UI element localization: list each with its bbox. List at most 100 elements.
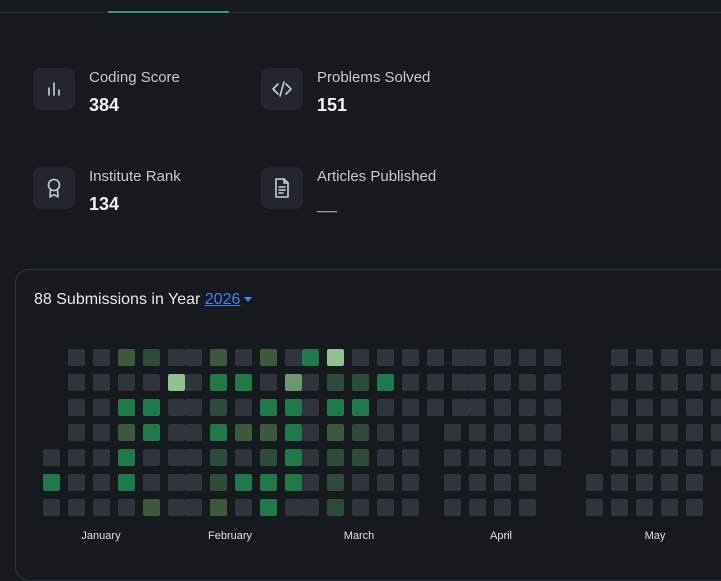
heatmap-cell[interactable] bbox=[519, 424, 536, 441]
heatmap-cell[interactable] bbox=[143, 399, 160, 416]
heatmap-cell[interactable] bbox=[377, 424, 394, 441]
chevron-down-icon[interactable] bbox=[244, 297, 253, 303]
heatmap-cell[interactable] bbox=[302, 399, 319, 416]
heatmap-cell[interactable] bbox=[661, 474, 678, 491]
heatmap-cell[interactable] bbox=[377, 349, 394, 366]
heatmap-cell[interactable] bbox=[686, 349, 703, 366]
heatmap-cell[interactable] bbox=[260, 399, 277, 416]
heatmap-cell[interactable] bbox=[352, 499, 369, 516]
heatmap-cell[interactable] bbox=[469, 449, 486, 466]
heatmap-cell[interactable] bbox=[661, 449, 678, 466]
heatmap-cell[interactable] bbox=[611, 474, 628, 491]
heatmap-cell[interactable] bbox=[711, 449, 721, 466]
heatmap-cell[interactable] bbox=[143, 349, 160, 366]
heatmap-cell[interactable] bbox=[611, 499, 628, 516]
heatmap-cell[interactable] bbox=[402, 349, 419, 366]
heatmap-cell[interactable] bbox=[143, 424, 160, 441]
heatmap-cell[interactable] bbox=[686, 499, 703, 516]
heatmap-cell[interactable] bbox=[260, 374, 277, 391]
heatmap-cell[interactable] bbox=[402, 449, 419, 466]
heatmap-cell[interactable] bbox=[327, 474, 344, 491]
heatmap-cell[interactable] bbox=[93, 374, 110, 391]
heatmap-cell[interactable] bbox=[168, 449, 185, 466]
heatmap-cell[interactable] bbox=[352, 474, 369, 491]
heatmap-cell[interactable] bbox=[494, 349, 511, 366]
heatmap-cell[interactable] bbox=[469, 424, 486, 441]
heatmap-cell[interactable] bbox=[168, 349, 185, 366]
heatmap-cell[interactable] bbox=[452, 399, 469, 416]
heatmap-cell[interactable] bbox=[185, 449, 202, 466]
heatmap-cell[interactable] bbox=[427, 399, 444, 416]
heatmap-cell[interactable] bbox=[402, 424, 419, 441]
heatmap-cell[interactable] bbox=[686, 374, 703, 391]
heatmap-cell[interactable] bbox=[544, 399, 561, 416]
heatmap-cell[interactable] bbox=[168, 374, 185, 391]
heatmap-cell[interactable] bbox=[93, 474, 110, 491]
heatmap-cell[interactable] bbox=[686, 399, 703, 416]
heatmap-cell[interactable] bbox=[586, 499, 603, 516]
heatmap-cell[interactable] bbox=[302, 424, 319, 441]
heatmap-cell[interactable] bbox=[235, 499, 252, 516]
heatmap-cell[interactable] bbox=[636, 424, 653, 441]
heatmap-cell[interactable] bbox=[611, 374, 628, 391]
heatmap-cell[interactable] bbox=[636, 474, 653, 491]
heatmap-cell[interactable] bbox=[285, 399, 302, 416]
heatmap-cell[interactable] bbox=[494, 449, 511, 466]
heatmap-cell[interactable] bbox=[686, 449, 703, 466]
heatmap-cell[interactable] bbox=[402, 399, 419, 416]
heatmap-cell[interactable] bbox=[444, 499, 461, 516]
heatmap-cell[interactable] bbox=[327, 499, 344, 516]
heatmap-cell[interactable] bbox=[661, 399, 678, 416]
heatmap-cell[interactable] bbox=[519, 349, 536, 366]
year-selector[interactable]: 2026 bbox=[204, 291, 241, 308]
heatmap-cell[interactable] bbox=[377, 474, 394, 491]
heatmap-cell[interactable] bbox=[185, 349, 202, 366]
heatmap-cell[interactable] bbox=[444, 474, 461, 491]
heatmap-cell[interactable] bbox=[43, 449, 60, 466]
heatmap-cell[interactable] bbox=[469, 499, 486, 516]
heatmap-cell[interactable] bbox=[661, 349, 678, 366]
heatmap-cell[interactable] bbox=[260, 349, 277, 366]
heatmap-cell[interactable] bbox=[327, 424, 344, 441]
heatmap-cell[interactable] bbox=[285, 474, 302, 491]
heatmap-cell[interactable] bbox=[711, 349, 721, 366]
heatmap-cell[interactable] bbox=[285, 449, 302, 466]
heatmap-cell[interactable] bbox=[661, 374, 678, 391]
heatmap-cell[interactable] bbox=[118, 474, 135, 491]
heatmap-cell[interactable] bbox=[210, 399, 227, 416]
heatmap-cell[interactable] bbox=[68, 499, 85, 516]
heatmap-cell[interactable] bbox=[544, 424, 561, 441]
heatmap-cell[interactable] bbox=[352, 349, 369, 366]
heatmap-cell[interactable] bbox=[210, 349, 227, 366]
heatmap-cell[interactable] bbox=[377, 449, 394, 466]
heatmap-cell[interactable] bbox=[686, 424, 703, 441]
heatmap-cell[interactable] bbox=[143, 474, 160, 491]
heatmap-cell[interactable] bbox=[544, 449, 561, 466]
heatmap-cell[interactable] bbox=[93, 449, 110, 466]
heatmap-cell[interactable] bbox=[494, 374, 511, 391]
heatmap-cell[interactable] bbox=[118, 499, 135, 516]
heatmap-cell[interactable] bbox=[93, 499, 110, 516]
heatmap-cell[interactable] bbox=[302, 474, 319, 491]
heatmap-cell[interactable] bbox=[711, 374, 721, 391]
heatmap-cell[interactable] bbox=[636, 399, 653, 416]
heatmap-cell[interactable] bbox=[469, 474, 486, 491]
heatmap-cell[interactable] bbox=[444, 424, 461, 441]
heatmap-cell[interactable] bbox=[711, 399, 721, 416]
heatmap-cell[interactable] bbox=[402, 499, 419, 516]
heatmap-cell[interactable] bbox=[210, 449, 227, 466]
heatmap-cell[interactable] bbox=[260, 424, 277, 441]
heatmap-cell[interactable] bbox=[611, 349, 628, 366]
heatmap-cell[interactable] bbox=[43, 499, 60, 516]
heatmap-cell[interactable] bbox=[711, 424, 721, 441]
heatmap-cell[interactable] bbox=[327, 349, 344, 366]
heatmap-cell[interactable] bbox=[68, 349, 85, 366]
heatmap-cell[interactable] bbox=[235, 449, 252, 466]
heatmap-cell[interactable] bbox=[586, 474, 603, 491]
heatmap-cell[interactable] bbox=[210, 474, 227, 491]
heatmap-cell[interactable] bbox=[494, 474, 511, 491]
heatmap-cell[interactable] bbox=[519, 399, 536, 416]
heatmap-cell[interactable] bbox=[469, 399, 486, 416]
heatmap-cell[interactable] bbox=[168, 399, 185, 416]
heatmap-cell[interactable] bbox=[494, 424, 511, 441]
